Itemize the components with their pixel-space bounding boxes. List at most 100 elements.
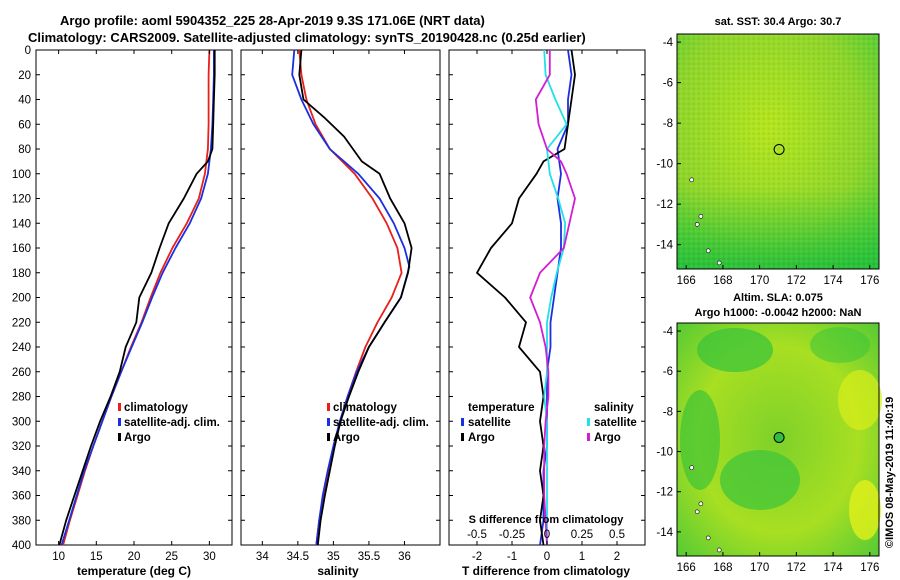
map-y-tick-label: -14 bbox=[656, 527, 673, 539]
island bbox=[705, 248, 711, 254]
sla-blob bbox=[697, 328, 773, 372]
x-tick-label: 34.5 bbox=[287, 551, 309, 563]
series-line-argo bbox=[58, 50, 216, 546]
x-tick-label: 25 bbox=[165, 551, 178, 563]
x-tick-label: 1 bbox=[579, 551, 585, 563]
salinity-axes bbox=[240, 49, 441, 546]
sla-blob bbox=[849, 480, 881, 540]
depth-tick-label: 300 bbox=[12, 416, 31, 428]
depth-tick-label: 260 bbox=[12, 367, 31, 379]
map-y-tick-label: -10 bbox=[656, 447, 673, 459]
argo-location-marker bbox=[773, 431, 785, 443]
depth-tick-label: 380 bbox=[12, 515, 31, 527]
island bbox=[689, 177, 694, 183]
map-x-tick-label: 170 bbox=[750, 562, 769, 574]
temperature-axes bbox=[35, 49, 233, 546]
map-y-tick-label: -8 bbox=[663, 118, 673, 130]
map-x-tick-label: 168 bbox=[713, 275, 732, 287]
series-line-temperature-argo bbox=[476, 49, 576, 546]
legend-climatology: climatology bbox=[124, 402, 189, 414]
secondary-tick-label: 0.5 bbox=[609, 529, 625, 541]
depth-tick-label: 40 bbox=[18, 95, 31, 107]
depth-tick-label: 20 bbox=[18, 70, 31, 82]
depth-tick-label: 400 bbox=[12, 540, 31, 552]
sla-blob bbox=[680, 390, 720, 490]
sla-map-title: Altim. SLA: 0.075 bbox=[733, 292, 823, 304]
depth-tick-label: 220 bbox=[12, 317, 31, 329]
sla-blobs bbox=[680, 327, 882, 540]
x-tick-label: 15 bbox=[90, 551, 103, 563]
sla-map-subtitle: Argo h1000: -0.0042 h2000: NaN bbox=[695, 307, 862, 319]
map-x-tick-label: 168 bbox=[713, 562, 732, 574]
difference-panel: -2 -1 0 1 2 T difference from climatology S … bbox=[448, 49, 646, 578]
title-line-1: Argo profile: aoml 5904352_225 28-Apr-20… bbox=[60, 13, 485, 28]
secondary-tick-label: 0.25 bbox=[571, 529, 593, 541]
legend-climatology-swatch-2 bbox=[327, 403, 330, 411]
legend-salinity-header: salinity bbox=[594, 402, 634, 414]
depth-tick-label: 180 bbox=[12, 268, 31, 280]
island bbox=[705, 535, 711, 541]
island bbox=[694, 509, 700, 515]
map-y-tick-label: -4 bbox=[663, 37, 674, 49]
map-x-tick-label: 166 bbox=[677, 562, 696, 574]
map-y-tick-label: -8 bbox=[663, 406, 673, 418]
x-tick-label: 2 bbox=[614, 551, 620, 563]
depth-tick-label: 320 bbox=[12, 441, 31, 453]
series-line-salinity-satellite bbox=[543, 49, 568, 545]
map-x-tick-label: 172 bbox=[787, 275, 806, 287]
map-x-tick-label: 174 bbox=[823, 562, 843, 574]
map-y-tick-label: -12 bbox=[656, 199, 673, 211]
map-x-tick-label: 176 bbox=[860, 562, 879, 574]
depth-tick-label: 60 bbox=[18, 119, 31, 131]
legend-temperature-header: temperature bbox=[468, 402, 534, 414]
temperature-legend: climatology satellite-adj. clim. Argo bbox=[118, 402, 220, 444]
title-line-2: Climatology: CARS2009. Satellite-adjuste… bbox=[28, 30, 586, 45]
depth-tick-label: 280 bbox=[12, 392, 31, 404]
legend-satellite-swatch-2 bbox=[327, 418, 330, 426]
depth-tick-label: 240 bbox=[12, 342, 31, 354]
map-y-tick-label: -10 bbox=[656, 159, 673, 171]
sla-blob bbox=[810, 327, 870, 363]
difference-xlabel: T difference from climatology bbox=[462, 564, 630, 578]
sst-pixels bbox=[677, 34, 879, 269]
salinity-legend: climatology satellite-adj. clim. Argo bbox=[327, 402, 429, 444]
depth-tick-label: 120 bbox=[12, 194, 31, 206]
legend-t-sat-swatch bbox=[461, 418, 464, 426]
island bbox=[698, 214, 704, 219]
legend-satellite: satellite-adj. clim. bbox=[124, 417, 220, 429]
legend-argo-swatch-2 bbox=[327, 433, 330, 441]
depth-tick-label: 140 bbox=[12, 218, 31, 230]
legend-s-argo-swatch bbox=[587, 433, 590, 441]
secondary-tick-label: 0 bbox=[544, 529, 550, 541]
map-x-tick-label: 170 bbox=[750, 275, 769, 287]
x-tick-label: -1 bbox=[507, 551, 517, 563]
sla-axes bbox=[676, 322, 880, 557]
map-y-tick-label: -14 bbox=[656, 240, 673, 252]
map-y-tick-label: -6 bbox=[663, 366, 673, 378]
depth-tick-label: 360 bbox=[12, 491, 31, 503]
sst-map-title: sat. SST: 30.4 Argo: 30.7 bbox=[715, 16, 842, 28]
island bbox=[689, 465, 694, 470]
x-tick-label: 35 bbox=[327, 551, 340, 563]
temperature-panel: 10 15 20 25 30 temperature (deg C) climatolo… bbox=[35, 49, 233, 578]
island bbox=[698, 501, 704, 507]
depth-tick-label: 100 bbox=[12, 169, 31, 181]
difference-legend: temperature satellite Argo salinity sate… bbox=[461, 402, 637, 444]
legend-satellite-2: satellite-adj. clim. bbox=[333, 417, 429, 429]
legend-t-argo-swatch bbox=[461, 433, 464, 441]
island bbox=[716, 547, 722, 553]
x-tick-label: -2 bbox=[472, 551, 482, 563]
map-x-tick-label: 174 bbox=[823, 275, 843, 287]
map-x-tick-label: 172 bbox=[787, 562, 806, 574]
series-line-salinity-argo bbox=[529, 50, 576, 546]
secondary-xlabel: S difference from climatology bbox=[469, 514, 625, 526]
legend-climatology-2: climatology bbox=[333, 402, 398, 414]
depth-tick-label: 200 bbox=[12, 293, 31, 305]
x-tick-label: 34 bbox=[256, 551, 269, 563]
series-line-argo bbox=[298, 49, 413, 546]
depth-tick-label: 80 bbox=[18, 144, 31, 156]
map-x-tick-label: 166 bbox=[677, 275, 696, 287]
sla-blob bbox=[838, 370, 882, 430]
legend-climatology-swatch bbox=[118, 403, 121, 411]
